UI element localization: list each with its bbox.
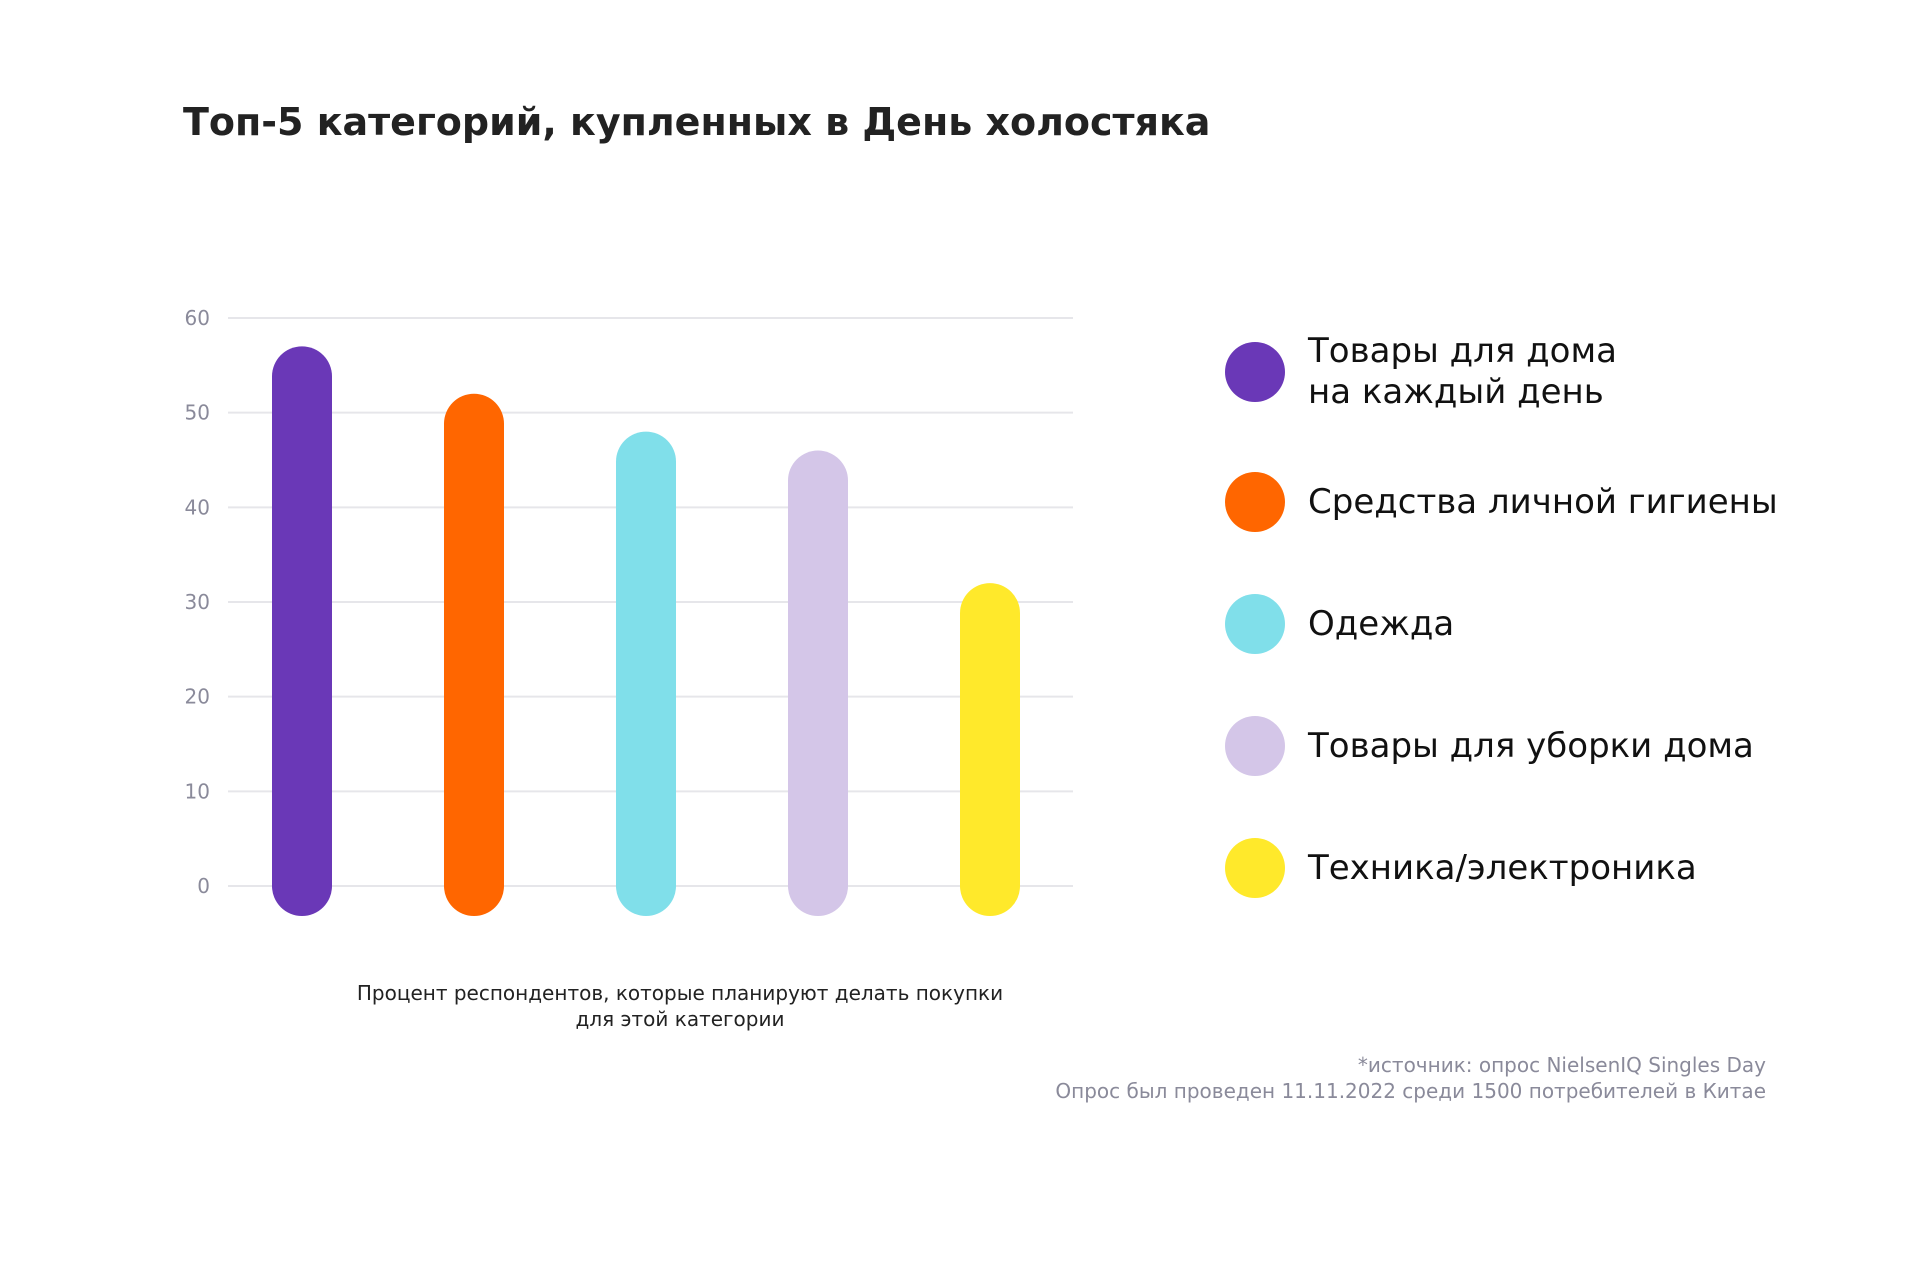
source-line-2: Опрос был проведен 11.11.2022 среди 1500… [1055, 1079, 1766, 1103]
bar-3 [616, 431, 676, 916]
bars [272, 346, 1020, 916]
y-tick-label: 50 [185, 401, 210, 425]
bar-5 [960, 583, 1020, 916]
legend-label: Товары для дома на каждый день [1308, 331, 1617, 412]
legend-item: Техника/электроника [1225, 838, 1905, 898]
y-tick-label: 40 [185, 495, 210, 519]
legend-swatch [1225, 472, 1285, 532]
x-axis-caption-line-2: для этой категории [575, 1007, 785, 1031]
legend-swatch [1225, 342, 1285, 402]
bar-4 [788, 450, 848, 916]
bar-1 [272, 346, 332, 916]
legend-swatch [1225, 838, 1285, 898]
x-axis-caption-line-1: Процент респондентов, которые планируют … [356, 981, 1004, 1005]
legend-label: Средства личной гигиены [1308, 481, 1778, 522]
legend-label: Одежда [1308, 603, 1455, 644]
legend-swatch [1225, 716, 1285, 776]
source-note: *источник: опрос NielsenIQ Singles Day О… [1055, 1052, 1766, 1104]
y-tick-label: 0 [197, 874, 210, 898]
legend-label: Товары для уборки дома [1308, 725, 1754, 766]
legend-item: Средства личной гигиены [1225, 472, 1905, 532]
legend-item: Одежда [1225, 594, 1905, 654]
y-tick-label: 20 [185, 685, 210, 709]
y-tick-label: 10 [185, 779, 210, 803]
legend-item: Товары для уборки дома [1225, 716, 1905, 776]
y-tick-label: 60 [185, 306, 210, 330]
legend-label: Техника/электроника [1308, 847, 1697, 888]
y-tick-label: 30 [185, 590, 210, 614]
legend-swatch [1225, 594, 1285, 654]
bar-2 [444, 393, 504, 916]
y-axis-ticks: 0 10 20 30 40 50 60 [185, 306, 210, 898]
source-line-1: *источник: опрос NielsenIQ Singles Day [1357, 1053, 1766, 1077]
legend-item: Товары для дома на каждый день [1225, 331, 1905, 413]
x-axis-caption: Процент респондентов, которые планируют … [330, 980, 1030, 1032]
chart-title: Топ-5 категорий, купленных в День холост… [183, 100, 1211, 144]
